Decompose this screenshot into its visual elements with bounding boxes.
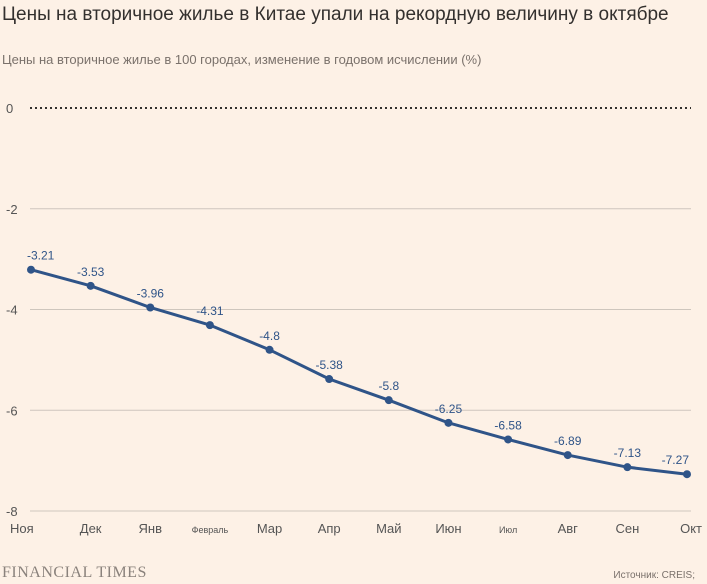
data-point <box>444 418 453 427</box>
data-point <box>325 375 334 384</box>
y-tick-label: -6 <box>6 403 18 418</box>
y-tick-label: -4 <box>6 303 18 318</box>
x-tick-label: Мар <box>257 521 282 536</box>
y-tick-label: -2 <box>6 202 18 217</box>
data-label: -6.58 <box>494 418 522 432</box>
data-label: -7.13 <box>614 446 642 460</box>
data-label: -7.27 <box>662 453 690 467</box>
data-point <box>504 435 513 444</box>
x-tick-label: Февраль <box>192 525 229 535</box>
data-label: -5.8 <box>378 379 399 393</box>
data-point <box>265 345 274 354</box>
x-tick-label: Окт <box>680 521 702 536</box>
y-tick-label: 0 <box>6 101 13 116</box>
data-label: -3.21 <box>27 249 55 263</box>
data-label: -5.38 <box>316 358 344 372</box>
ft-logo: FINANCIAL TIMES <box>2 564 147 581</box>
data-point <box>384 396 393 405</box>
data-label: -4.8 <box>259 329 280 343</box>
data-label: -3.53 <box>77 265 105 279</box>
x-tick-label: Июл <box>499 525 517 535</box>
data-point <box>146 303 155 312</box>
series-line <box>30 268 688 476</box>
line-chart: 0 -2 -4 -6 -8 Ноя Дек Янв Февраль Мар Апр Май Июн Июл… <box>6 101 702 536</box>
x-tick-label: Авг <box>558 521 579 536</box>
x-tick-label: Дек <box>80 521 102 536</box>
chart-title: Цены на вторичное жилье в Китае упали на… <box>2 4 669 25</box>
data-point <box>27 265 35 274</box>
data-label: -6.25 <box>435 402 463 416</box>
y-tick-label: -8 <box>6 504 18 519</box>
data-label: -3.96 <box>137 286 165 300</box>
x-tick-label: Янв <box>139 521 163 536</box>
data-point <box>563 451 572 460</box>
data-point <box>623 463 632 472</box>
x-tick-label: Июн <box>435 521 461 536</box>
x-tick-label: Сен <box>615 521 639 536</box>
data-point <box>205 321 214 330</box>
x-tick-label: Май <box>376 521 401 536</box>
data-point <box>86 281 95 290</box>
data-label: -6.89 <box>554 434 582 448</box>
source-note: Источник: CREIS; <box>613 570 695 581</box>
data-point <box>683 470 691 479</box>
chart-subtitle: Цены на вторичное жилье в 100 городах, и… <box>2 52 482 67</box>
x-tick-label: Ноя <box>10 521 34 536</box>
x-tick-label: Апр <box>318 521 341 536</box>
data-label: -4.31 <box>196 304 224 318</box>
